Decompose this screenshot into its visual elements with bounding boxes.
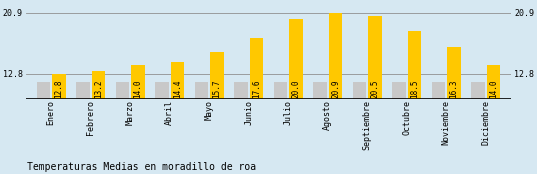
Text: 14.0: 14.0 <box>133 79 142 98</box>
Bar <box>408 31 422 99</box>
Bar <box>447 48 461 99</box>
Bar <box>52 74 66 99</box>
Bar <box>368 16 382 99</box>
Bar <box>155 82 169 99</box>
Bar <box>392 82 406 99</box>
Bar <box>353 82 366 99</box>
Text: 20.0: 20.0 <box>292 79 301 98</box>
Bar <box>329 13 343 99</box>
Text: 12.8: 12.8 <box>54 79 63 98</box>
Text: 20.5: 20.5 <box>371 79 380 98</box>
Text: 16.3: 16.3 <box>449 79 459 98</box>
Text: 14.4: 14.4 <box>173 79 182 98</box>
Bar <box>131 65 145 99</box>
Bar <box>210 52 224 99</box>
Text: 13.2: 13.2 <box>94 79 103 98</box>
Bar <box>487 65 500 99</box>
Bar <box>234 82 248 99</box>
Text: 20.9: 20.9 <box>331 79 340 98</box>
Bar <box>289 19 303 99</box>
Bar <box>471 82 485 99</box>
Bar <box>115 82 129 99</box>
Text: 18.5: 18.5 <box>410 79 419 98</box>
Bar <box>91 71 105 99</box>
Bar <box>171 62 184 99</box>
Bar <box>194 82 208 99</box>
Bar <box>274 82 287 99</box>
Bar <box>37 82 50 99</box>
Text: Temperaturas Medias en moradillo de roa: Temperaturas Medias en moradillo de roa <box>27 162 256 172</box>
Text: 15.7: 15.7 <box>213 79 221 98</box>
Text: 17.6: 17.6 <box>252 79 261 98</box>
Bar <box>250 38 263 99</box>
Bar <box>76 82 90 99</box>
Text: 14.0: 14.0 <box>489 79 498 98</box>
Bar <box>313 82 327 99</box>
Bar <box>432 82 446 99</box>
